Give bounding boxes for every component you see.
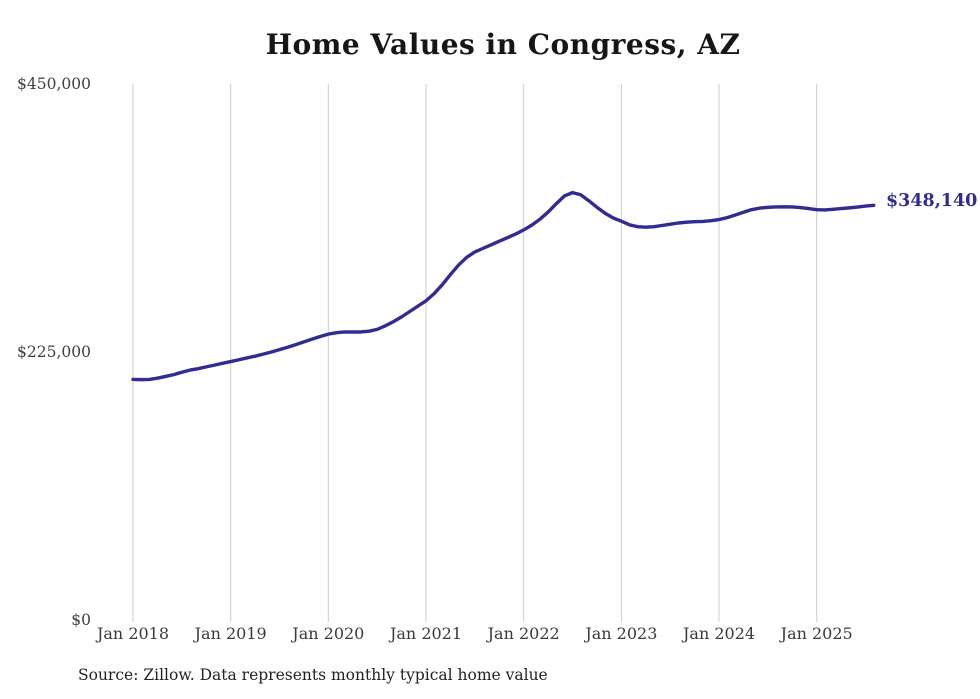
x-tick-label: Jan 2021 — [389, 624, 463, 643]
x-tick-label: Jan 2025 — [780, 624, 853, 643]
x-tick-label: Jan 2024 — [682, 624, 756, 643]
year-gridlines — [132, 84, 818, 622]
x-tick-label: Jan 2023 — [585, 624, 658, 643]
y-tick-label: $225,000 — [17, 343, 91, 361]
latest-value-label: $348,140 — [886, 191, 978, 211]
y-tick-label: $0 — [71, 611, 91, 629]
y-tick-label: $450,000 — [17, 75, 91, 93]
x-tick-label: Jan 2019 — [194, 624, 267, 643]
x-tick-label: Jan 2018 — [96, 624, 170, 643]
x-tick-label: Jan 2022 — [487, 624, 560, 643]
home-value-line — [131, 190, 876, 382]
source-note: Source: Zillow. Data represents monthly … — [78, 666, 548, 684]
x-tick-label: Jan 2020 — [292, 624, 365, 643]
chart-title: Home Values in Congress, AZ — [265, 28, 741, 61]
